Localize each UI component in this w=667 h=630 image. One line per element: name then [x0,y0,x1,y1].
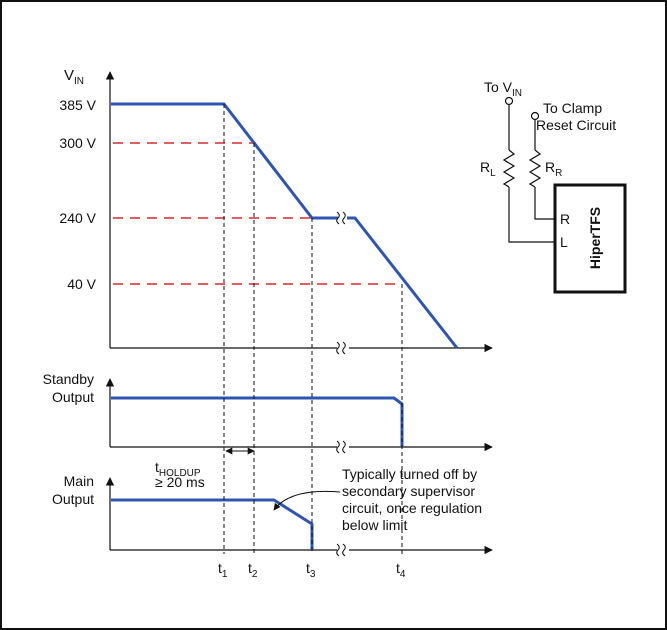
vin-trace-right [347,216,459,349]
vin-connection-label: To VIN [484,79,522,99]
rr-wire-bottom [534,187,555,220]
schematic: To VIN To Clamp Reset Circuit RL RR R L … [480,79,627,294]
pin-l-label: L [560,234,568,250]
tick-40v: 40 V [67,276,96,292]
t1-label: t1 [218,560,228,580]
note-line-1: Typically turned off by [342,466,477,482]
supervisor-note: Typically turned off by secondary superv… [342,466,482,533]
ic-name-label: HiperTFS [587,207,603,269]
vin-axis-label: VIN [64,67,84,87]
vin-terminal-icon [504,96,514,106]
t4-label: t4 [396,560,406,580]
clamp-terminal-icon [530,111,540,121]
pin-r-label: R [560,211,570,227]
holdup-label: tHOLDUP [155,459,201,479]
hipertfs-ic-box [553,183,627,294]
main-plot: Main Output tHOLDUP ≥ 20 ms Typically tu… [52,447,493,557]
t2-label: t2 [248,560,258,580]
standby-label-line2: Output [52,389,94,405]
rl-wire-bottom [508,187,555,243]
note-arrow [273,490,341,511]
vin-axis-break [336,341,346,355]
vin-plot: VIN 385 V 300 V 240 V 40 V [59,67,493,355]
clamp-label-line2: Reset Circuit [536,117,616,133]
vin-trace-left [111,102,338,220]
tick-385v: 385 V [59,97,96,113]
resistor-rr-icon [528,149,542,188]
rr-label: RR [545,159,562,179]
note-line-3: circuit, once regulation [342,500,482,516]
tick-300v: 300 V [59,135,96,151]
time-markers: t1 t2 t3 t4 [218,104,406,580]
standby-axis-break [336,440,346,454]
main-axis-break [336,543,346,557]
tick-240v: 240 V [59,210,96,226]
t3-label: t3 [306,560,316,580]
note-line-2: secondary supervisor [342,483,475,499]
note-line-4: below limit [342,517,407,533]
resistor-rl-icon [502,149,516,188]
clamp-label-line1: To Clamp [543,100,602,116]
standby-label-line1: Standby [43,371,94,387]
main-label-line2: Output [52,491,94,507]
rl-label: RL [480,159,496,179]
vin-trace-break [336,211,346,225]
main-label-line1: Main [64,473,94,489]
holdup-value: ≥ 20 ms [155,474,205,490]
